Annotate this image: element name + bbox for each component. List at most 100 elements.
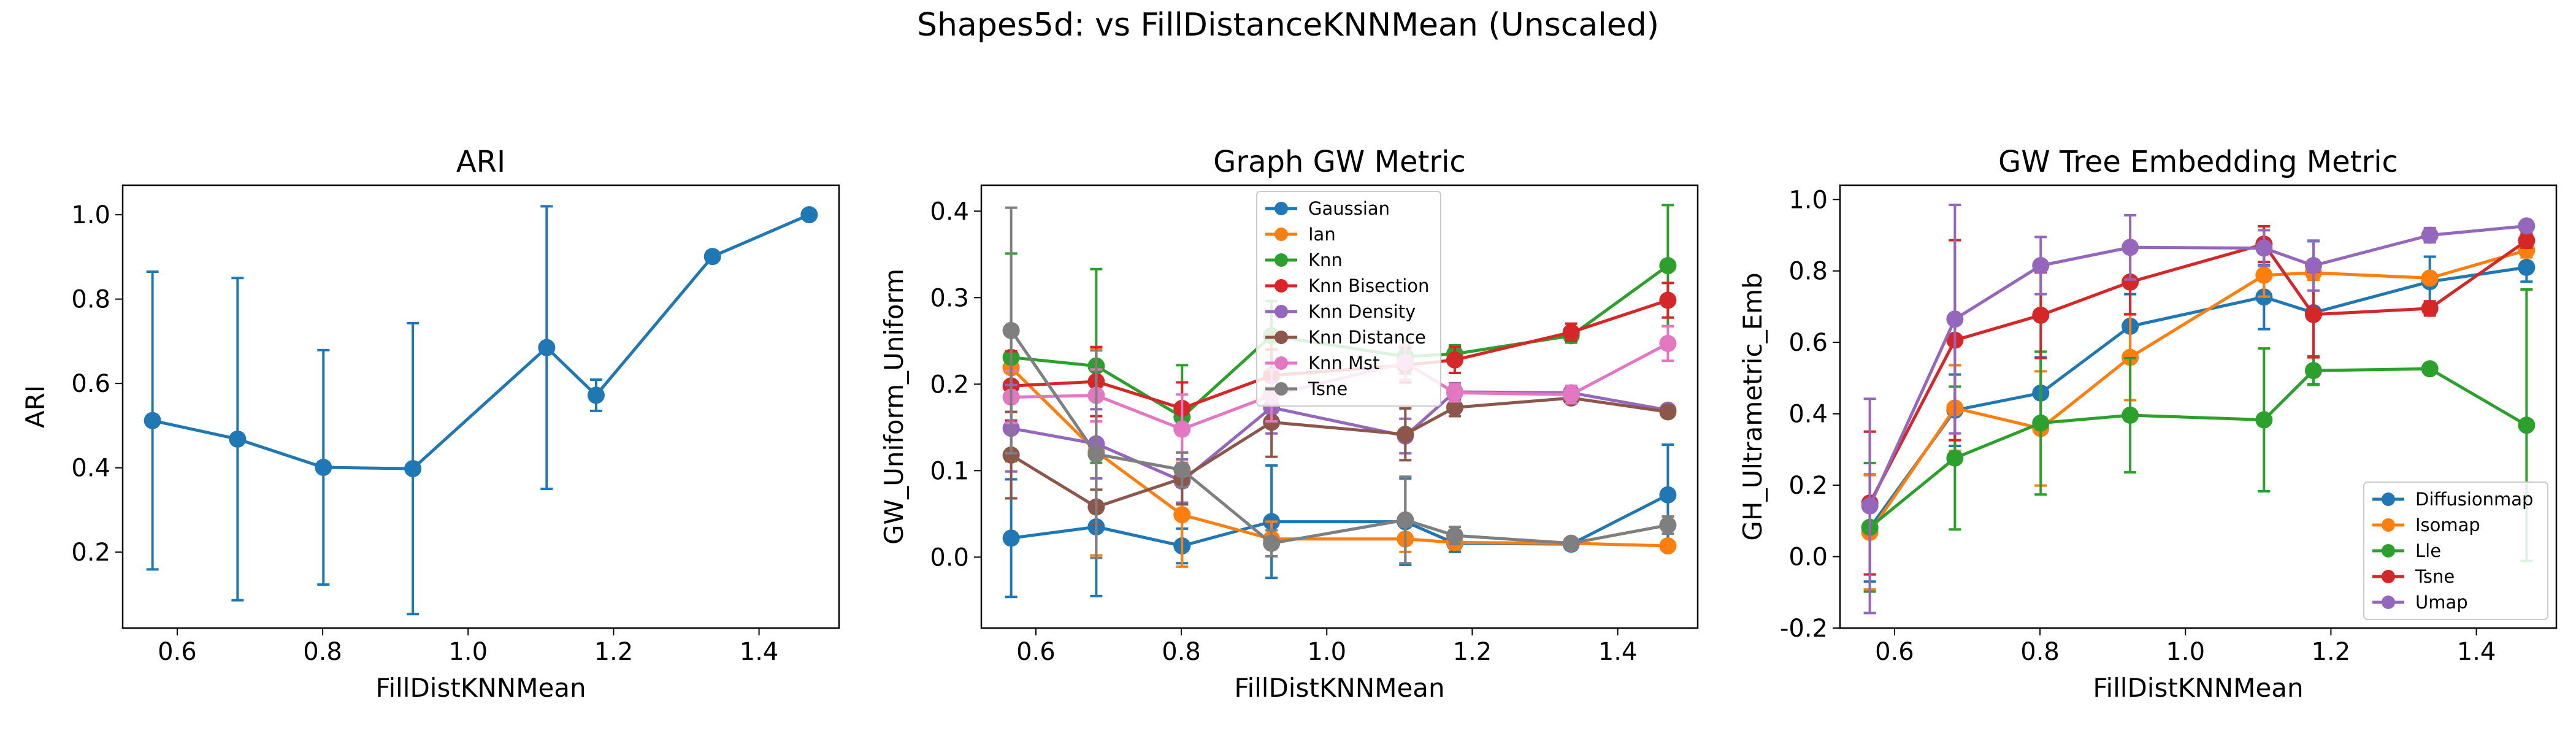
chart-panel-2: Graph GW Metric 0.6 0.8 1.0 1.2 1.4 0.0 0.1 0.2 0… <box>879 145 1699 703</box>
data-point <box>2421 226 2439 244</box>
x-tick-label: 1.4 <box>740 638 779 666</box>
data-point <box>1173 506 1191 524</box>
legend-swatch-marker <box>2382 544 2395 558</box>
x-tick-label: 1.4 <box>2457 638 2496 666</box>
legend-label: Tsne <box>2415 566 2455 587</box>
data-point <box>1659 486 1677 504</box>
legend-label: Knn Density <box>1308 301 1416 322</box>
legend-swatch-marker <box>2382 518 2395 532</box>
plot-area <box>1861 204 2536 615</box>
axes-frame <box>1839 184 2558 629</box>
data-point <box>1263 534 1281 552</box>
data-point <box>1659 335 1677 353</box>
legend-swatch-marker <box>1275 382 1288 396</box>
legend-label: Diffusionmap <box>2415 489 2533 510</box>
axes-frame <box>121 184 840 629</box>
data-point <box>1397 426 1414 443</box>
legend-swatch-marker <box>2382 570 2395 583</box>
y-tick-label: 0.3 <box>930 284 969 312</box>
y-tick-label: 0.2 <box>71 539 110 567</box>
series-line <box>152 213 810 470</box>
data-point <box>1173 420 1191 438</box>
legend-label: Knn Bisection <box>1308 275 1429 296</box>
x-tick-label: 0.6 <box>1875 638 1914 666</box>
legend-label: Tsne <box>1308 378 1347 399</box>
data-point <box>2032 414 2050 432</box>
data-point <box>2421 360 2439 378</box>
data-point <box>1446 527 1463 545</box>
legend-label: Knn Mst <box>1308 353 1380 374</box>
chart-panel-1: ARI 0.6 0.8 1.0 1.2 1.4 0.2 0.4 0.6 0.8 1.0 FillDis… <box>20 145 840 703</box>
legend-label: Ian <box>1308 224 1336 245</box>
legend-swatch-marker <box>1275 253 1288 267</box>
series-tsne <box>1002 206 1677 565</box>
series-line <box>1868 266 2527 529</box>
data-point <box>703 248 721 266</box>
chart-title: GW Tree Embedding Metric <box>1998 145 2398 179</box>
legend-label: Knn Distance <box>1308 327 1426 348</box>
data-point <box>1946 310 1964 328</box>
data-point <box>2255 266 2273 284</box>
series-lle <box>1861 288 2536 593</box>
x-tick-label: 1.0 <box>448 638 488 666</box>
series-line <box>1868 248 2528 534</box>
data-point <box>229 430 247 448</box>
series-umap <box>1861 204 2536 615</box>
legend-label: Isomap <box>2415 515 2480 535</box>
data-point <box>2304 257 2322 275</box>
data-point <box>1446 399 1463 416</box>
x-tick-label: 0.8 <box>303 638 342 666</box>
y-tick-label: 0.4 <box>71 454 110 483</box>
legend-box <box>2363 481 2548 620</box>
y-tick-label: 0.2 <box>1788 472 1828 500</box>
x-tick-label: 1.0 <box>1307 638 1346 666</box>
x-tick-label: 1.2 <box>594 638 634 666</box>
legend-swatch-marker <box>1275 331 1288 344</box>
y-axis-label: GW_Uniform_Uniform <box>879 269 909 545</box>
y-axis-label: ARI <box>20 385 50 428</box>
plot-area <box>144 205 818 616</box>
legend-swatch-marker <box>1275 279 1288 293</box>
data-point <box>2518 416 2536 434</box>
data-point <box>1002 321 1020 339</box>
series-line <box>1010 329 1668 545</box>
data-point <box>1562 386 1580 404</box>
panels: ARI 0.6 0.8 1.0 1.2 1.4 0.2 0.4 0.6 0.8 1.0 FillDis… <box>20 145 2558 703</box>
y-tick-label: 0.6 <box>1788 329 1828 357</box>
y-tick-label: 0.8 <box>1788 258 1828 286</box>
y-tick-label: 0.4 <box>930 197 969 226</box>
x-axis-label: FillDistKNNMean <box>2093 673 2303 703</box>
legend-swatch-marker <box>2382 596 2395 609</box>
series-line <box>1011 390 1668 483</box>
data-point <box>1659 257 1677 275</box>
x-axis-label: FillDistKNNMean <box>375 673 586 703</box>
data-point <box>2032 257 2050 275</box>
data-point <box>2122 273 2139 291</box>
chart-panel-3: GW Tree Embedding Metric 0.6 0.8 1.0 1.2 1.4 -… <box>1738 145 2558 703</box>
legend: Diffusionmap Isomap Lle Tsne Umap <box>2363 481 2548 620</box>
x-tick-label: 0.6 <box>1016 638 1056 666</box>
figure-title: Shapes5d: vs FillDistanceKNNMean (Unscal… <box>917 7 1659 44</box>
legend-swatch-marker <box>1275 228 1288 241</box>
data-point <box>587 386 605 404</box>
chart-title: Graph GW Metric <box>1213 145 1466 179</box>
x-tick-label: 1.2 <box>2312 638 2351 666</box>
data-point <box>2421 299 2439 317</box>
y-tick-label: 0.0 <box>1788 543 1828 572</box>
data-point <box>1173 461 1191 478</box>
legend: Gaussian Ian Knn Knn Bisection Knn Density Kn… <box>1256 191 1441 407</box>
legend-swatch-marker <box>1275 202 1288 215</box>
data-point <box>2032 306 2050 324</box>
legend-label: Umap <box>2415 592 2468 613</box>
data-point <box>2518 217 2536 235</box>
axes-frame <box>980 184 1699 629</box>
y-tick-label: -0.2 <box>1780 615 1828 643</box>
data-point <box>404 460 422 478</box>
x-axis-label: FillDistKNNMean <box>1234 673 1444 703</box>
data-point <box>144 412 161 429</box>
series-line <box>1869 367 2528 529</box>
x-tick-label: 0.8 <box>2020 638 2060 666</box>
data-point <box>1861 497 1879 515</box>
y-tick-label: 0.6 <box>71 370 110 398</box>
